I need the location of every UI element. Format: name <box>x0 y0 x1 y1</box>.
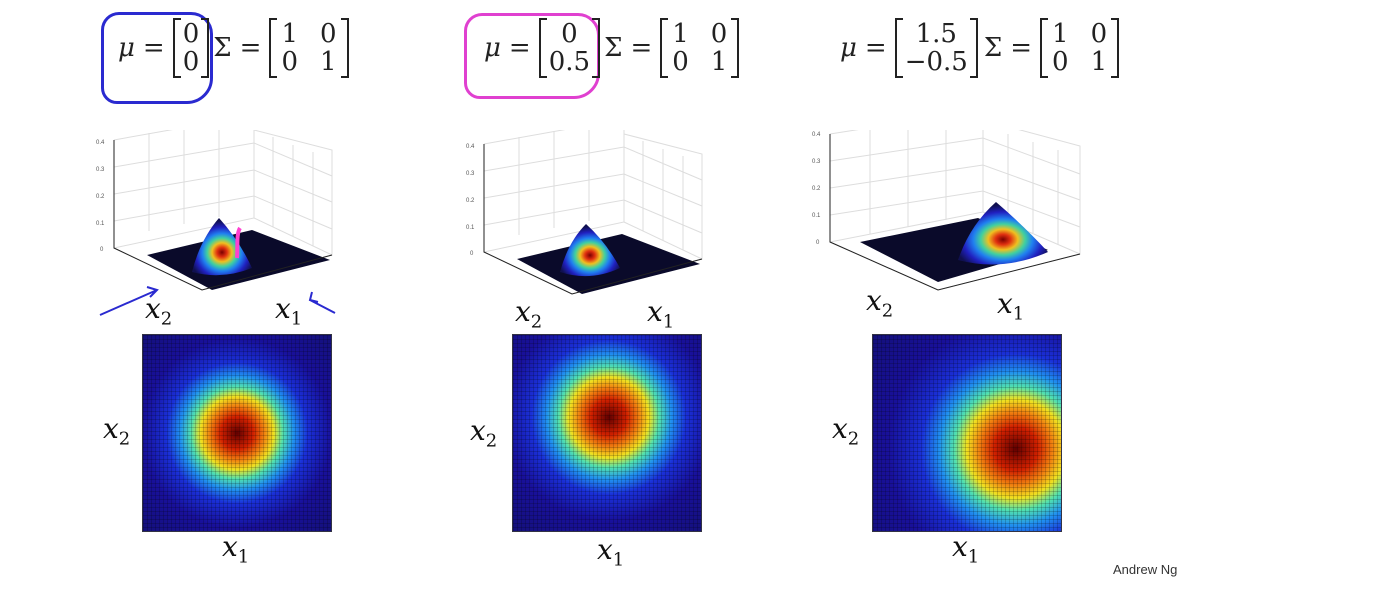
heatmap-x2-label: x2 <box>470 414 498 452</box>
surface-x2-label: x2 <box>145 292 173 330</box>
surface-x1-label: x1 <box>997 287 1025 325</box>
heatmap-x1-label: x1 <box>222 530 250 568</box>
surface-x2-label: x2 <box>515 295 543 333</box>
sigma-symbol: Σ <box>213 33 232 63</box>
surface-plot <box>829 130 1081 291</box>
mu-vector: 0 0.5 <box>538 18 601 78</box>
heatmap-x2-label: x2 <box>103 412 131 450</box>
hand-drawn-circle-annotation <box>101 12 213 104</box>
surface-x1-label: x1 <box>647 295 675 333</box>
mu-vector: 0 0 <box>172 18 210 78</box>
contour-heatmap <box>512 334 702 532</box>
heatmap-x1-label: x1 <box>952 530 980 568</box>
contour-heatmap <box>142 334 332 532</box>
contour-heatmap <box>872 334 1062 532</box>
surface-plot <box>483 130 703 295</box>
mu-vector: 1.5 −0.5 <box>894 18 978 78</box>
heatmap-x2-label: x2 <box>832 412 860 450</box>
mu-symbol: μ <box>118 33 135 63</box>
surface-x2-label: x2 <box>866 284 894 322</box>
heatmap-x1-label: x1 <box>597 533 625 571</box>
surface-x1-label: x1 <box>275 292 303 330</box>
surface-plot <box>99 130 336 316</box>
author-credit: Andrew Ng <box>1113 562 1178 577</box>
